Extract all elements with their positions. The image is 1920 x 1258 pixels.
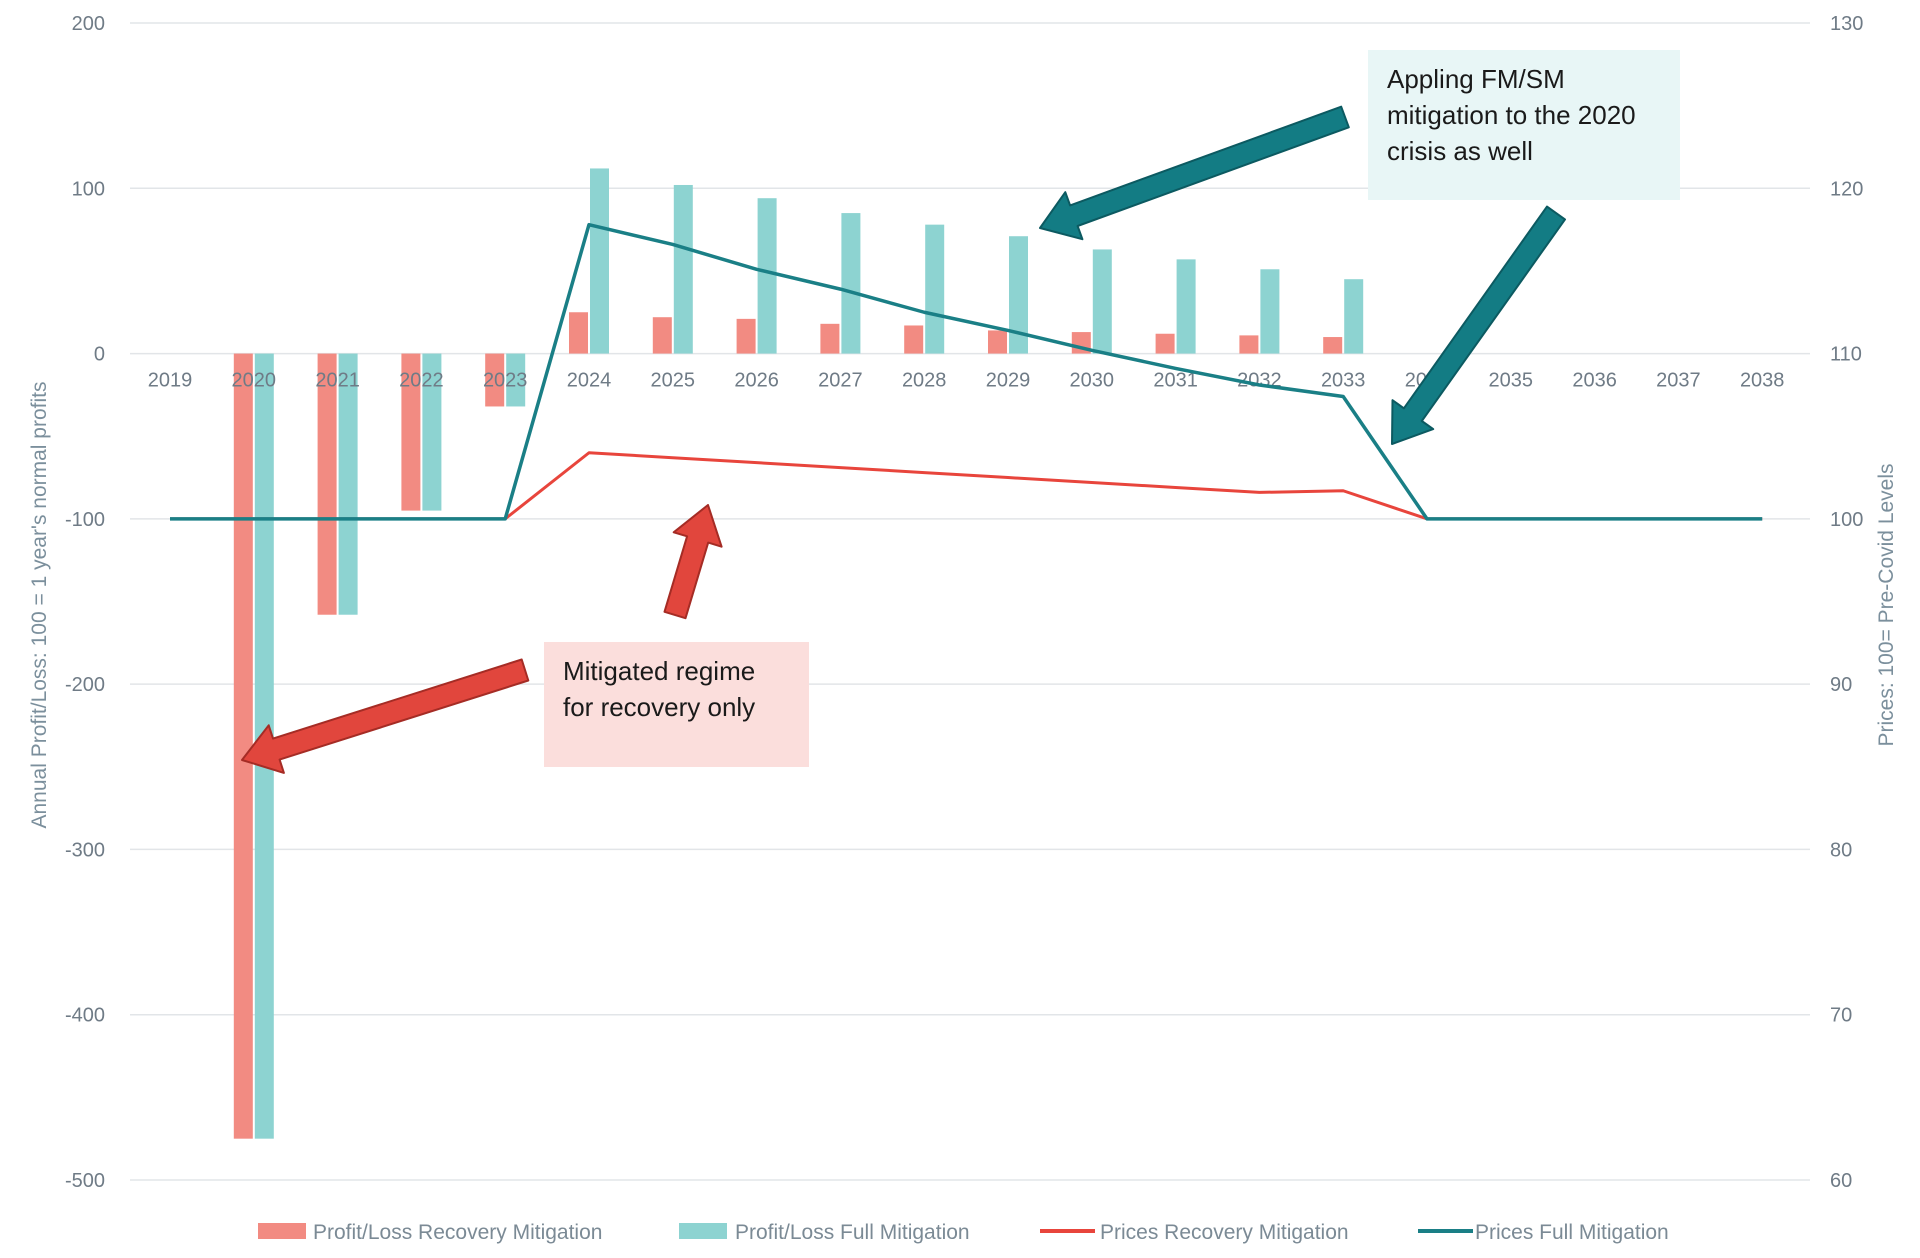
- bar-recovery-2024: [569, 312, 588, 354]
- left-tick-label: 200: [72, 13, 105, 35]
- bar-recovery-2029: [988, 330, 1007, 354]
- x-tick-label: 2031: [1153, 370, 1198, 392]
- left-tick-label: -400: [65, 1005, 105, 1027]
- left-tick-label: 100: [72, 178, 105, 200]
- bar-recovery-2028: [904, 325, 924, 354]
- annotation-full-mitigation-box: [1368, 50, 1680, 200]
- legend-swatch: [679, 1223, 727, 1239]
- bar-full-2026: [757, 198, 777, 354]
- x-tick-label: 2030: [1070, 370, 1115, 392]
- legend-label: Profit/Loss Recovery Mitigation: [313, 1221, 602, 1244]
- annotation-recovery-text: Mitigated regime: [563, 656, 755, 686]
- left-tick-label: -500: [65, 1170, 105, 1192]
- right-tick-label: 90: [1830, 674, 1852, 696]
- bar-full-2030: [1092, 249, 1112, 354]
- right-tick-label: 130: [1830, 13, 1863, 35]
- bar-full-2029: [1009, 236, 1028, 354]
- annotation-recovery-text: for recovery only: [563, 692, 755, 722]
- bar-full-2031: [1176, 259, 1196, 354]
- legend-swatch: [258, 1223, 306, 1239]
- bar-full-2022: [422, 353, 442, 511]
- bar-recovery-2027: [820, 323, 840, 354]
- left-axis-title: Annual Profit/Loss: 100 = 1 year's norma…: [28, 382, 51, 829]
- bar-recovery-2033: [1323, 337, 1343, 354]
- x-tick-label: 2029: [986, 370, 1031, 392]
- left-tick-label: -300: [65, 839, 105, 861]
- right-tick-label: 80: [1830, 839, 1852, 861]
- right-tick-label: 60: [1830, 1170, 1852, 1192]
- x-tick-label: 2022: [399, 370, 444, 392]
- left-tick-label: 0: [94, 344, 105, 366]
- bar-full-2032: [1260, 269, 1280, 354]
- annotation-full-mitigation-text: Appling FM/SM: [1387, 64, 1565, 94]
- x-tick-label: 2026: [734, 370, 779, 392]
- bar-full-2027: [841, 213, 861, 354]
- right-tick-label: 120: [1830, 178, 1863, 200]
- bar-full-2023: [506, 353, 526, 407]
- annotation-full-mitigation-text: crisis as well: [1387, 136, 1533, 166]
- arrow-to-2020-bar: [241, 658, 530, 774]
- x-tick-label: 2037: [1656, 370, 1701, 392]
- left-tick-label: -200: [65, 674, 105, 696]
- bar-recovery-2032: [1239, 335, 1259, 354]
- right-tick-label: 100: [1830, 509, 1863, 531]
- bar-recovery-2021: [317, 353, 337, 615]
- line-prices-full: [170, 222, 1763, 521]
- right-tick-label: 110: [1830, 344, 1862, 366]
- bar-recovery-2031: [1155, 333, 1175, 354]
- x-tick-label: 2024: [567, 370, 612, 392]
- bar-recovery-2023: [485, 353, 505, 407]
- x-tick-label: 2025: [651, 370, 696, 392]
- arrow-to-recovery-line: [663, 504, 723, 620]
- bar-full-2033: [1344, 279, 1364, 354]
- x-tick-label: 2023: [483, 370, 528, 392]
- annotation-recovery-box: [544, 642, 809, 767]
- bar-recovery-2025: [652, 317, 672, 354]
- right-tick-label: 70: [1830, 1005, 1852, 1027]
- arrow-to-full-mitigation-line: [1391, 205, 1566, 445]
- x-tick-label: 2021: [315, 370, 360, 392]
- left-tick-label: -100: [65, 509, 105, 531]
- bar-recovery-2026: [736, 318, 756, 354]
- legend-label: Profit/Loss Full Mitigation: [735, 1221, 970, 1244]
- bar-recovery-2020: [233, 353, 253, 1139]
- bar-full-2028: [925, 224, 945, 354]
- x-tick-label: 2033: [1321, 370, 1366, 392]
- x-tick-label: 2028: [902, 370, 947, 392]
- x-tick-label: 2019: [148, 370, 193, 392]
- bar-recovery-2022: [401, 353, 421, 511]
- annotation-full-mitigation-text: mitigation to the 2020: [1387, 100, 1636, 130]
- x-tick-label: 2027: [818, 370, 863, 392]
- bar-full-2024: [590, 168, 609, 354]
- legend-label: Prices Full Mitigation: [1475, 1221, 1669, 1244]
- x-tick-label: 2038: [1740, 370, 1785, 392]
- bar-full-2025: [673, 184, 693, 354]
- legend-label: Prices Recovery Mitigation: [1100, 1221, 1349, 1244]
- x-tick-label: 2020: [232, 370, 277, 392]
- bar-full-2021: [338, 353, 358, 615]
- x-tick-label: 2036: [1572, 370, 1617, 392]
- x-tick-label: 2035: [1489, 370, 1534, 392]
- right-axis-title: Prices: 100= Pre-Covid Levels: [1875, 463, 1898, 746]
- arrow-to-full-mitigation-bars: [1039, 105, 1350, 241]
